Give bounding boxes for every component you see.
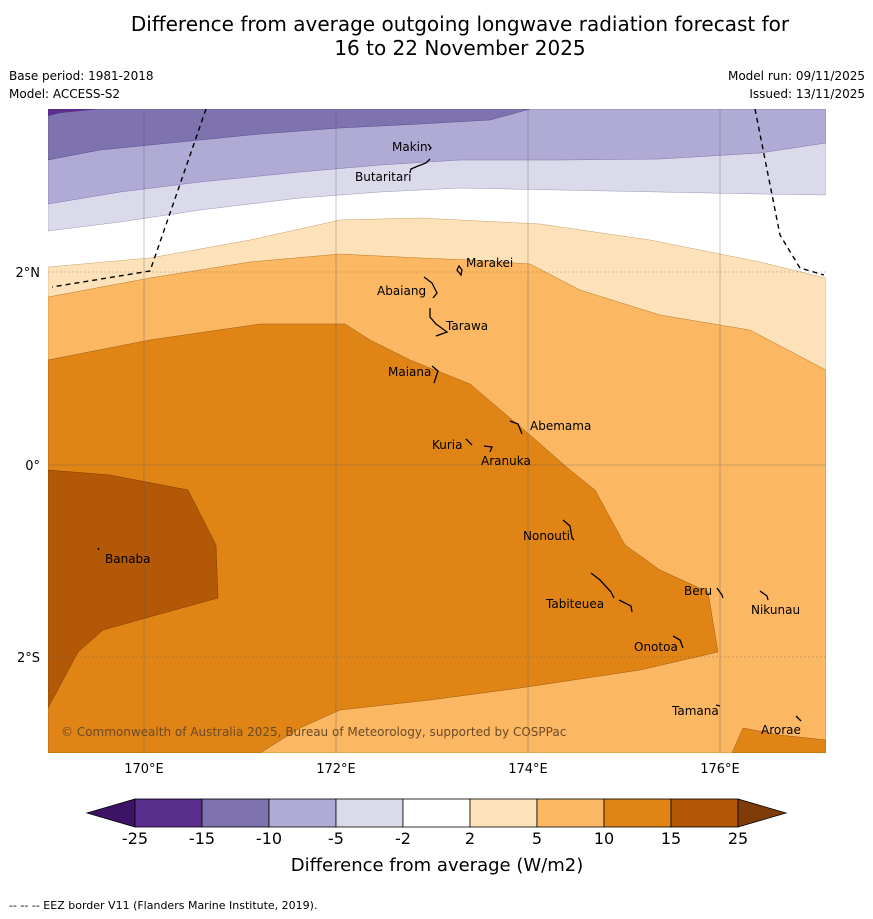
lon-tick-labels: 170°E 172°E 174°E 176°E — [124, 762, 740, 777]
lat-tick-2s: 2°S — [17, 651, 40, 666]
label-beru: Beru — [684, 584, 712, 598]
lon-tick-172e: 172°E — [316, 762, 356, 777]
label-onotoa: Onotoa — [634, 640, 678, 654]
atoll-nonouti — [562, 519, 575, 541]
meta-left: Base period: 1981-2018 Model: ACCESS-S2 — [9, 67, 154, 103]
colorbar-box-4 — [335, 798, 404, 828]
band-15-25 — [48, 469, 219, 709]
atoll-maiana — [431, 365, 439, 384]
model-run: Model run: 09/11/2025 — [727, 69, 865, 83]
label-tabiteuea: Tabiteuea — [545, 597, 604, 611]
colorbar-label-5: -2 — [395, 829, 411, 848]
map-figure: Makin Butaritari Marakei Abaiang Tarawa … — [16, 109, 826, 876]
colorbar-label-4: -5 — [328, 829, 344, 848]
eez-border — [51, 109, 825, 288]
lat-tick-labels: 2°N 0° 2°S — [16, 266, 41, 666]
label-butaritari: Butaritari — [355, 170, 412, 184]
model-name: Model: ACCESS-S2 — [9, 87, 121, 101]
map-title: Difference from average outgoing longwav… — [0, 12, 873, 60]
label-marakei: Marakei — [466, 256, 513, 270]
label-banaba: Banaba — [105, 552, 151, 566]
colorbar: -25 -15 -10 -5 -2 2 5 10 15 25 Differenc… — [85, 798, 788, 876]
band-minus-10-15 — [48, 109, 531, 161]
lon-tick-176e: 176°E — [700, 762, 740, 777]
place-labels: Makin Butaritari Marakei Abaiang Tarawa … — [105, 140, 801, 737]
atoll-makin — [427, 143, 432, 151]
lon-tick-174e: 174°E — [508, 762, 548, 777]
label-abemama: Abemama — [530, 419, 591, 433]
colorbar-arrow-low — [85, 798, 136, 828]
colorbar-box-7 — [536, 798, 605, 828]
label-tarawa: Tarawa — [445, 319, 488, 333]
band-minus-15-25 — [48, 109, 100, 116]
meta-right: Model run: 09/11/2025 Issued: 13/11/2025 — [728, 67, 865, 103]
colorbar-box-2 — [201, 798, 270, 828]
atoll-butaritari — [409, 158, 431, 174]
atoll-onotoa — [672, 635, 684, 649]
label-kuria: Kuria — [432, 438, 463, 452]
colorbar-label-8: 10 — [594, 829, 614, 848]
colorbar-label-9: 15 — [661, 829, 681, 848]
colorbar-box-5 — [402, 798, 471, 828]
atoll-tamana — [715, 704, 721, 707]
label-aranuka: Aranuka — [481, 454, 531, 468]
atoll-tarawa — [429, 308, 449, 337]
band-10-15 — [48, 323, 719, 753]
atoll-kuria — [465, 438, 473, 446]
colorbar-box-8 — [603, 798, 672, 828]
eez-border-east — [754, 109, 825, 276]
colorbar-title: Difference from average (W/m2) — [291, 855, 583, 876]
copyright-notice: © Commonwealth of Australia 2025, Bureau… — [61, 725, 566, 739]
atoll-aranuka — [483, 445, 493, 453]
title-line-1: Difference from average outgoing longwav… — [130, 12, 790, 36]
colorbar-box-9 — [670, 798, 739, 828]
lon-tick-170e: 170°E — [124, 762, 164, 777]
colorbar-box-3 — [268, 798, 337, 828]
atoll-abaiang — [423, 276, 438, 299]
atoll-banaba — [97, 547, 100, 551]
atoll-tabiteuea — [590, 572, 633, 613]
colorbar-label-3: -10 — [256, 829, 282, 848]
colorbar-arrow-high — [737, 798, 788, 828]
atoll-arorae — [795, 715, 802, 722]
label-tamana: Tamana — [671, 704, 719, 718]
colorbar-box-6 — [469, 798, 538, 828]
atoll-nikunau — [759, 590, 769, 601]
colorbar-label-6: 2 — [465, 829, 475, 848]
colorbar-label-10: 25 — [728, 829, 748, 848]
atoll-beru — [716, 587, 724, 599]
atolls — [97, 143, 802, 722]
map-panel: Makin Butaritari Marakei Abaiang Tarawa … — [48, 109, 826, 753]
label-maiana: Maiana — [388, 365, 431, 379]
atoll-abemama — [509, 420, 523, 435]
colorbar-label-2: -15 — [189, 829, 215, 848]
colorbar-label-7: 5 — [532, 829, 542, 848]
lat-tick-0: 0° — [25, 459, 40, 474]
label-nonouti: Nonouti — [523, 529, 570, 543]
label-arorae: Arorae — [761, 723, 801, 737]
footnote-eez: -- -- -- EEZ border V11 (Flanders Marine… — [9, 899, 318, 912]
lat-tick-2n: 2°N — [16, 266, 41, 281]
base-period: Base period: 1981-2018 — [9, 69, 154, 83]
colorbar-box-1 — [134, 798, 203, 828]
label-makin: Makin — [392, 140, 428, 154]
eez-border-west — [51, 109, 207, 288]
title-line-2: 16 to 22 November 2025 — [334, 36, 586, 60]
label-abaiang: Abaiang — [377, 284, 426, 298]
colorbar-label-1: -25 — [122, 829, 148, 848]
band-10-15-se — [731, 727, 826, 753]
issued-date: Issued: 13/11/2025 — [749, 87, 865, 101]
label-nikunau: Nikunau — [751, 603, 800, 617]
atoll-marakei — [456, 264, 463, 277]
gridlines — [48, 109, 826, 753]
